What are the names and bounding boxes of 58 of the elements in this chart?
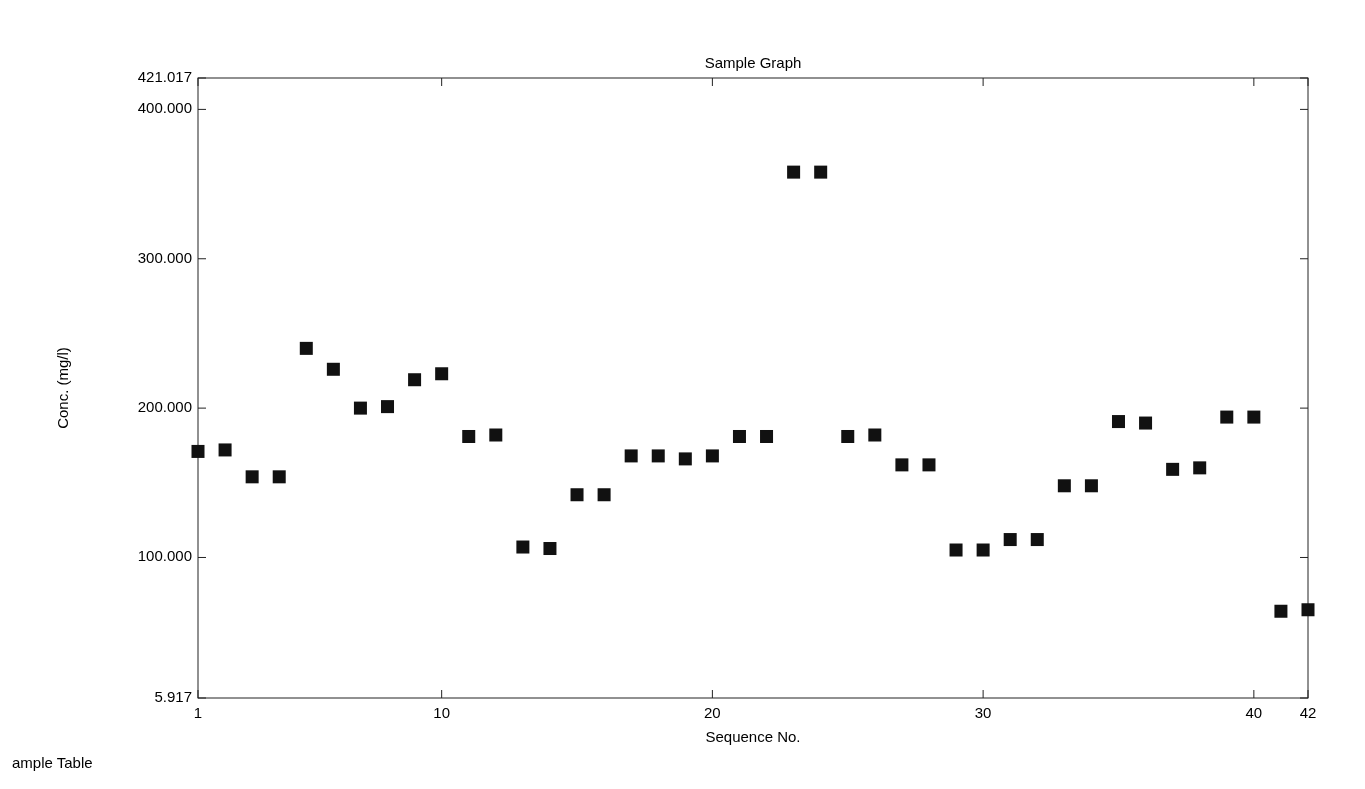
point (1111, 415, 1125, 429)
point (678, 452, 692, 466)
point (570, 488, 584, 502)
x-tick-label: 40 (1245, 704, 1263, 721)
point (895, 458, 909, 472)
point (1220, 410, 1234, 424)
point (787, 165, 801, 179)
point (841, 429, 855, 443)
y-tick-label: 200.000 (137, 398, 192, 416)
point (462, 429, 476, 443)
point (1274, 604, 1288, 618)
x-tick-label: 1 (193, 704, 203, 721)
x-tick-label: 20 (704, 704, 721, 721)
y-tick-label: 300.000 (137, 248, 192, 266)
x-tick-label: 30 (974, 704, 992, 721)
point (299, 341, 313, 355)
y-axis-title: Conc. (mg/l) (54, 347, 71, 429)
y-tick-label: 100.000 (137, 547, 192, 565)
y-tick-label: 400.000 (137, 99, 192, 117)
point (1166, 462, 1180, 476)
x-tick-label: 42 (1299, 704, 1317, 721)
point (408, 373, 422, 387)
point (543, 542, 557, 556)
point (381, 400, 395, 414)
point (1193, 461, 1207, 475)
y-tick-label: 421.017 (137, 67, 192, 85)
chart-title: Sample Graph (704, 54, 802, 71)
point (326, 362, 340, 376)
x-axis-title: Sequence No. (705, 728, 801, 745)
point (1301, 603, 1315, 617)
point (516, 540, 530, 554)
point (868, 428, 882, 442)
point (1003, 533, 1017, 547)
point (218, 443, 232, 457)
point (245, 470, 259, 484)
point (1030, 533, 1044, 547)
point (435, 367, 449, 381)
point (1057, 479, 1071, 493)
point (1139, 416, 1153, 430)
point (597, 488, 611, 502)
text: ample Table (12, 754, 93, 771)
point (353, 401, 367, 415)
point (191, 444, 205, 458)
point (760, 429, 774, 443)
point (1247, 410, 1261, 424)
point (922, 458, 936, 472)
point (949, 543, 963, 557)
point (814, 165, 828, 179)
x-tick-label: 10 (433, 704, 450, 721)
point (272, 470, 286, 484)
point (651, 449, 665, 463)
point (976, 543, 990, 557)
point (705, 449, 719, 463)
y-tick-label: 5.917 (154, 687, 192, 705)
point (732, 429, 746, 443)
point (1084, 479, 1098, 493)
point (624, 449, 638, 463)
point (489, 428, 503, 442)
